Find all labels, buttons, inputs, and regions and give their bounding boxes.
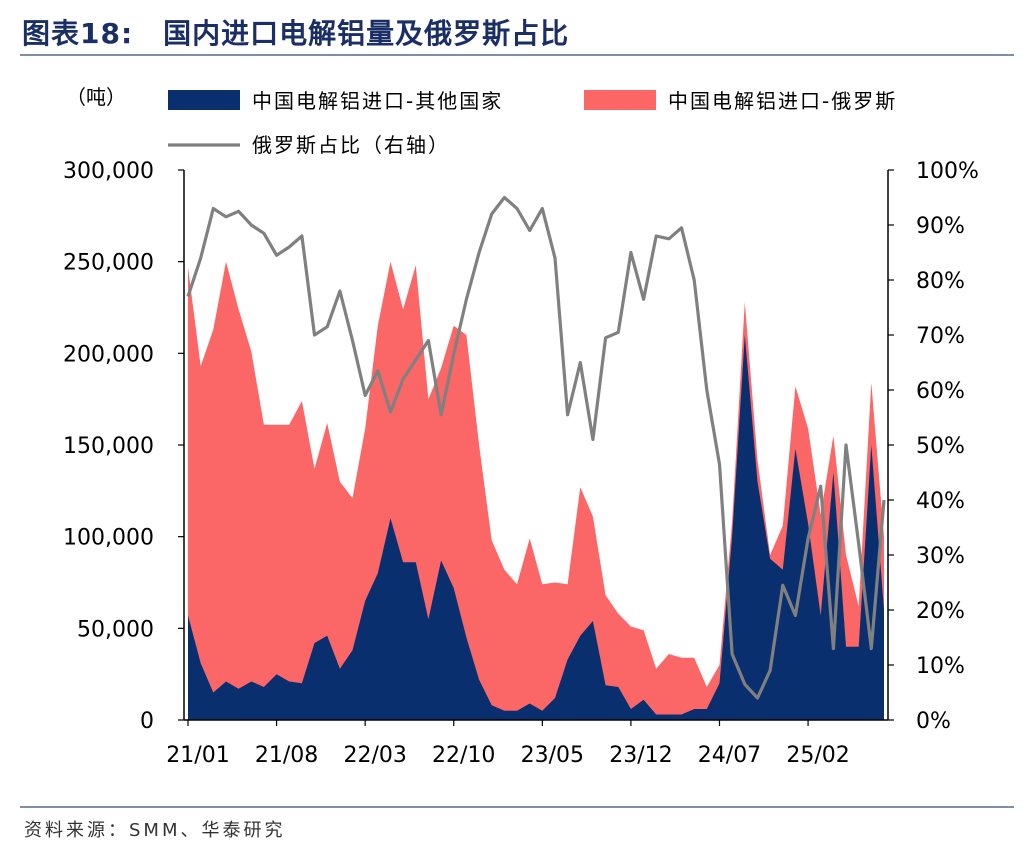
legend-swatch-russia xyxy=(584,90,656,110)
x-axis-tick-label: 23/05 xyxy=(521,743,584,768)
chart-svg: 0 50,000 100,000 150,000 200,000 250,000 300,0… xyxy=(63,85,979,768)
legend-label-share: 俄罗斯占比（右轴） xyxy=(252,133,450,157)
chart-area: 0 50,000 100,000 150,000 200,000 250,000 300,0… xyxy=(0,60,1036,800)
x-axis-tick-label: 25/02 xyxy=(786,743,849,768)
figure-header: 图表18: 国内进口电解铝量及俄罗斯占比 xyxy=(22,10,1012,52)
x-axis-tick-label: 23/12 xyxy=(609,743,672,768)
x-axis-tick-label: 21/01 xyxy=(166,743,229,768)
right-axis-tick-label: 70% xyxy=(916,324,965,349)
right-axis-tick-label: 80% xyxy=(916,269,965,294)
right-axis-tick-label: 90% xyxy=(916,214,965,239)
right-axis-tick-label: 20% xyxy=(916,599,965,624)
figure-label: 图表18: xyxy=(22,17,134,50)
other-countries-import-area xyxy=(188,335,884,720)
left-axis-tick-label: 50,000 xyxy=(77,617,154,642)
legend-label-russia: 中国电解铝进口-俄罗斯 xyxy=(668,89,897,113)
source-divider xyxy=(20,806,1014,808)
legend-label-other: 中国电解铝进口-其他国家 xyxy=(252,89,503,113)
right-axis-tick-label: 10% xyxy=(916,654,965,679)
left-axis-tick-label: 250,000 xyxy=(63,251,154,276)
left-axis-tick-label: 300,000 xyxy=(63,159,154,184)
left-axis-tick-label: 150,000 xyxy=(63,434,154,459)
left-axis-tick-label: 100,000 xyxy=(63,526,154,551)
russia-share-line xyxy=(186,195,886,700)
left-axis-tick-label: 0 xyxy=(140,709,154,734)
x-axis-tick-label: 24/07 xyxy=(698,743,761,768)
figure-title: 图表18: 国内进口电解铝量及俄罗斯占比 xyxy=(22,12,569,52)
source-note: 资料来源：SMM、华泰研究 xyxy=(24,820,286,841)
right-axis-tick-label: 100% xyxy=(916,159,979,184)
x-axis-tick-label: 22/10 xyxy=(432,743,495,768)
right-axis-tick-label: 30% xyxy=(916,544,965,569)
chart-title: 国内进口电解铝量及俄罗斯占比 xyxy=(163,17,570,50)
right-axis-tick-label: 50% xyxy=(916,434,965,459)
right-axis-tick-label: 0% xyxy=(916,709,951,734)
x-axis-tick-label: 22/03 xyxy=(343,743,406,768)
left-axis-unit-label: （吨） xyxy=(66,85,126,109)
right-axis-tick-label: 60% xyxy=(916,379,965,404)
title-divider xyxy=(20,54,1014,56)
left-axis-tick-label: 200,000 xyxy=(63,342,154,367)
legend-swatch-other xyxy=(168,90,240,110)
russia-import-area xyxy=(188,261,884,720)
x-axis-tick-label: 21/08 xyxy=(255,743,318,768)
right-axis-tick-label: 40% xyxy=(916,489,965,514)
